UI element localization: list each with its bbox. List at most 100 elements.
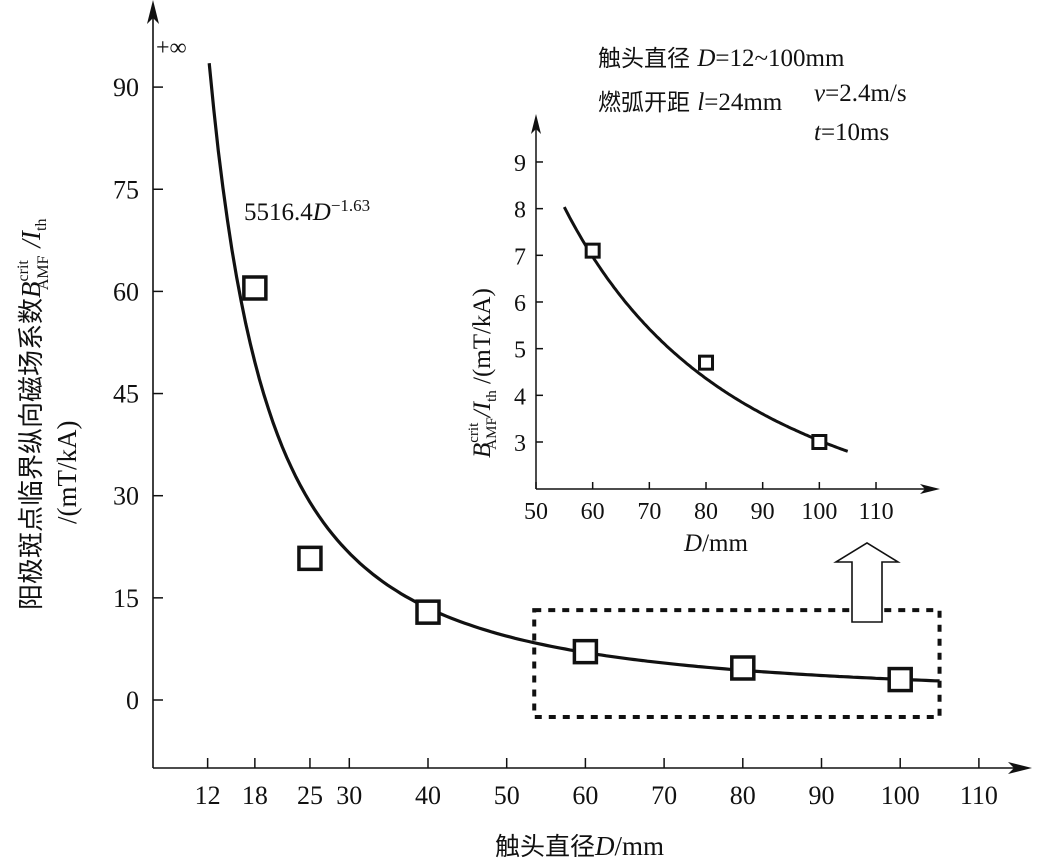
- main-y-axis-label-div: /I: [16, 229, 46, 250]
- inset-y-tick-label: 9: [514, 151, 526, 177]
- inset-y-axis-arrow: [531, 114, 541, 134]
- inset-x-tick-label: 90: [751, 499, 775, 525]
- main-y-axis-label-div-sub: th: [33, 219, 50, 231]
- main-x-ticks: 12 18 25 30 40 50 60 70 80 90 100 110: [195, 758, 998, 810]
- main-x-axis-label-cn: 触头直径: [495, 832, 595, 860]
- main-y-tick-label: 45: [113, 380, 139, 409]
- main-y-axis-label-line1: 阳极斑点临界纵向磁场系数Bcrit AMF/Ith: [15, 219, 52, 610]
- main-x-axis-label-var: D: [594, 831, 615, 860]
- main-x-tick-label: 70: [651, 781, 677, 810]
- note-time: t=10ms: [814, 119, 889, 146]
- fit-formula-exp: −1.63: [331, 196, 370, 215]
- main-data-points: [242, 275, 913, 693]
- main-y-axis-label-unit: /(mT/kA): [52, 421, 82, 524]
- note-line-1-cn: 触头直径: [598, 46, 697, 72]
- note-line-1-rest: =12~100mm: [715, 45, 845, 72]
- main-y-axis-label-var: B: [16, 281, 46, 298]
- inset-y-axis-label-div: /I: [469, 400, 496, 419]
- main-x-tick-label: 40: [415, 781, 441, 810]
- note-time-value: =10ms: [821, 119, 889, 146]
- inset-y-ticks: 3 4 5 6 7 8 9: [514, 151, 543, 457]
- main-x-tick-label: 18: [242, 781, 268, 810]
- inset-data-point: [698, 354, 715, 371]
- inset-x-axis-arrow: [920, 484, 940, 494]
- fit-formula: 5516.4D−1.63: [244, 196, 370, 226]
- main-data-point: [730, 655, 756, 681]
- inset-x-tick-label: 50: [524, 499, 548, 525]
- inset-y-axis-label-var: B: [469, 443, 496, 458]
- inset-y-tick-label: 7: [514, 244, 526, 270]
- inset-y-tick-label: 5: [514, 338, 526, 364]
- note-line-2-cn: 燃弧开距: [598, 90, 697, 116]
- main-x-tick-label: 30: [336, 781, 362, 810]
- inset-x-axis-label: D/mm: [683, 530, 748, 557]
- note-velocity-var: v: [814, 80, 826, 107]
- inset-fit-curve: [562, 206, 849, 453]
- main-y-tick-label: 0: [126, 686, 139, 715]
- main-x-axis-label-unit: /mm: [615, 831, 665, 860]
- main-y-axis-label: 阳极斑点临界纵向磁场系数Bcrit AMF/Ith /(mT/kA): [15, 219, 82, 610]
- main-data-point: [415, 599, 441, 625]
- main-y-tick-label: 15: [113, 584, 139, 613]
- conditions-note: 触头直径 D=12~100mm 燃弧开距 l=24mm v=2.4m/s t=1…: [598, 45, 907, 146]
- fit-formula-var: D: [312, 199, 331, 226]
- main-y-axis-label-sub: AMF: [35, 255, 52, 290]
- main-y-axis-arrow: [147, 0, 159, 24]
- zoom-region-box: [532, 608, 942, 720]
- infinity-label: +∞: [156, 35, 187, 61]
- main-y-ticks: 0 15 30 45 60 75 90: [113, 73, 163, 715]
- main-x-tick-label: 60: [572, 781, 598, 810]
- inset-y-axis-label-sub: AMF: [484, 417, 500, 450]
- note-line-1-var: D: [696, 45, 715, 72]
- main-plot: 12 18 25 30 40 50 60 70 80 90 100 110 0153045607590…: [15, 0, 1032, 860]
- inset-x-tick-label: 60: [581, 499, 605, 525]
- main-data-point: [887, 666, 913, 693]
- inset-x-tick-label: 100: [801, 499, 837, 525]
- main-x-tick-label: 12: [195, 781, 221, 810]
- inset-x-ticks: 50 60 70 80 90 100 110: [524, 482, 894, 525]
- main-data-point: [297, 545, 323, 572]
- note-line-2-rest: =24mm: [704, 89, 783, 116]
- main-y-tick-label: 60: [113, 277, 139, 306]
- inset-y-tick-label: 4: [514, 384, 526, 410]
- main-x-tick-label: 100: [881, 781, 920, 810]
- inset-y-tick-label: 3: [514, 431, 526, 457]
- note-line-2: 燃弧开距 l=24mm: [598, 89, 783, 116]
- zoom-up-arrow: [833, 542, 901, 623]
- note-velocity: v=2.4m/s: [814, 80, 907, 107]
- inset-x-tick-label: 70: [637, 499, 661, 525]
- inset-y-axis-label-text: Bcrit AMF/Ith /(mT/kA): [466, 288, 500, 458]
- main-x-axis-arrow: [1008, 762, 1032, 774]
- main-fit-curve: [207, 63, 940, 683]
- inset-x-tick-label: 110: [858, 499, 893, 525]
- main-x-tick-label: 25: [297, 781, 323, 810]
- inset-plot: 50 60 70 80 90 100 110 3 4 5 6 7 8 9 D/mm Bcrit AMF/I…: [466, 114, 940, 557]
- main-x-axis-label: 触头直径D/mm: [495, 831, 664, 860]
- note-time-var: t: [814, 119, 822, 146]
- main-y-tick-label: 90: [113, 73, 139, 102]
- inset-data-point: [584, 242, 601, 259]
- inset-y-axis-label: Bcrit AMF/Ith /(mT/kA): [466, 288, 500, 458]
- main-x-tick-label: 50: [494, 781, 520, 810]
- main-x-tick-label: 110: [960, 781, 998, 810]
- main-y-tick-label: 30: [113, 482, 139, 511]
- main-y-tick-label: 75: [113, 175, 139, 204]
- note-velocity-value: =2.4m/s: [825, 80, 906, 107]
- inset-data-points: [584, 242, 828, 450]
- inset-x-axis-label-var: D: [683, 530, 702, 557]
- main-data-point: [242, 275, 268, 301]
- inset-data-point: [811, 434, 828, 450]
- note-line-2-var: l: [697, 89, 704, 116]
- main-x-tick-label: 90: [809, 781, 835, 810]
- fit-formula-coef: 5516.4: [244, 199, 313, 226]
- inset-x-axis-label-unit: /mm: [702, 530, 748, 557]
- inset-y-tick-label: 8: [514, 198, 526, 224]
- inset-y-axis-label-div-sub: th: [484, 390, 500, 402]
- main-y-axis-label-cn: 阳极斑点临界纵向磁场系数: [17, 298, 47, 610]
- inset-y-tick-label: 6: [514, 291, 526, 317]
- inset-y-axis-label-unit: /(mT/kA): [469, 288, 496, 390]
- inset-x-tick-label: 80: [694, 499, 718, 525]
- main-x-tick-label: 80: [730, 781, 756, 810]
- inset-y-axis-label-sup: crit: [466, 422, 482, 443]
